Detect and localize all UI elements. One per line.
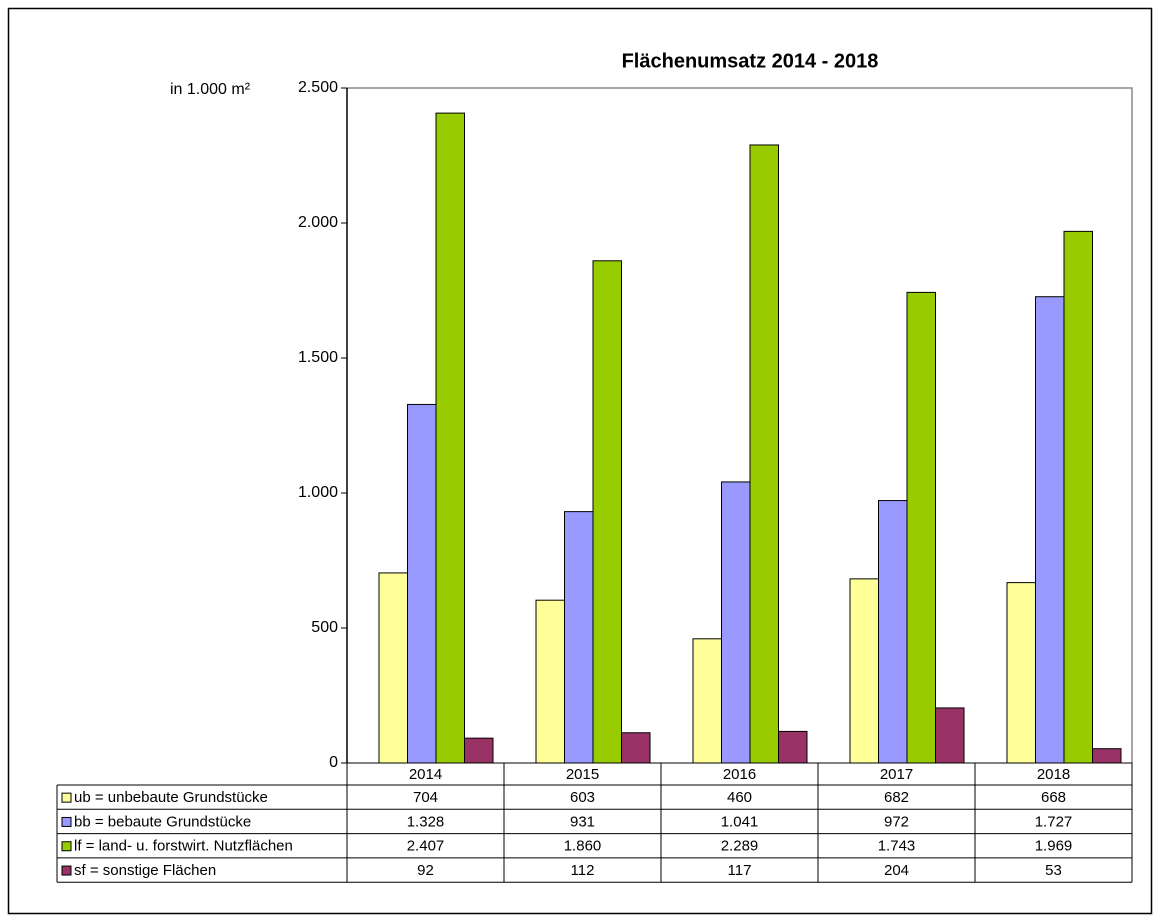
bar bbox=[935, 707, 965, 764]
chart-title: Flächenumsatz 2014 - 2018 bbox=[622, 50, 879, 72]
legend-swatch bbox=[61, 865, 72, 876]
x-tick-label: 2017 bbox=[880, 766, 913, 783]
bar bbox=[378, 572, 408, 764]
table-value: 1.743 bbox=[878, 838, 916, 855]
bar bbox=[1092, 748, 1122, 764]
bar bbox=[1035, 296, 1065, 764]
bar bbox=[778, 730, 808, 764]
table-value: 2.407 bbox=[407, 838, 445, 855]
bar bbox=[564, 511, 594, 764]
table-value: 92 bbox=[417, 862, 434, 879]
table-value: 460 bbox=[727, 789, 752, 806]
legend-label: ub = unbebaute Grundstücke bbox=[74, 789, 268, 806]
x-tick-label: 2016 bbox=[723, 766, 756, 783]
bar bbox=[464, 737, 494, 764]
table-value: 1.328 bbox=[407, 813, 445, 830]
x-tick-label: 2015 bbox=[566, 766, 599, 783]
y-tick-label: 0 bbox=[329, 754, 338, 771]
table-value: 53 bbox=[1045, 862, 1062, 879]
table-value: 2.289 bbox=[721, 838, 759, 855]
table-value: 204 bbox=[884, 862, 909, 879]
bar bbox=[692, 638, 722, 764]
x-tick-label: 2018 bbox=[1037, 766, 1070, 783]
bar bbox=[906, 291, 936, 764]
bar bbox=[621, 732, 651, 764]
table-value: 1.041 bbox=[721, 813, 759, 830]
table-value: 1.727 bbox=[1035, 813, 1073, 830]
legend-swatch bbox=[61, 792, 72, 803]
legend-label: lf = land- u. forstwirt. Nutzflächen bbox=[74, 838, 293, 855]
bar bbox=[435, 112, 465, 764]
bar bbox=[592, 260, 622, 764]
y-tick-label: 1.500 bbox=[298, 349, 338, 366]
y-tick-label: 2.500 bbox=[298, 79, 338, 96]
table-value: 1.860 bbox=[564, 838, 602, 855]
bar bbox=[721, 481, 751, 764]
table-value: 1.969 bbox=[1035, 838, 1073, 855]
table-value: 972 bbox=[884, 813, 909, 830]
table-value: 931 bbox=[570, 813, 595, 830]
legend-label: sf = sonstige Flächen bbox=[74, 862, 216, 879]
x-tick-label: 2014 bbox=[409, 766, 442, 783]
bar bbox=[849, 578, 879, 764]
table-value: 682 bbox=[884, 789, 909, 806]
table-value: 117 bbox=[728, 862, 752, 879]
bar bbox=[878, 500, 908, 764]
y-tick-label: 2.000 bbox=[298, 214, 338, 231]
legend-label: bb = bebaute Grundstücke bbox=[74, 813, 251, 830]
table-value: 112 bbox=[571, 862, 595, 879]
plot-border bbox=[347, 87, 1133, 763]
legend-swatch bbox=[61, 816, 72, 827]
bar bbox=[1006, 582, 1036, 764]
bar bbox=[407, 403, 437, 764]
bar bbox=[535, 599, 565, 764]
table-value: 668 bbox=[1041, 789, 1066, 806]
y-tick-label: 500 bbox=[311, 619, 338, 636]
bar bbox=[1063, 230, 1093, 764]
y-axis-label: in 1.000 m² bbox=[170, 81, 251, 98]
bar bbox=[749, 144, 779, 764]
y-tick-label: 1.000 bbox=[298, 484, 338, 501]
legend-swatch bbox=[61, 841, 72, 852]
table-value: 704 bbox=[413, 789, 438, 806]
table-value: 603 bbox=[570, 789, 595, 806]
